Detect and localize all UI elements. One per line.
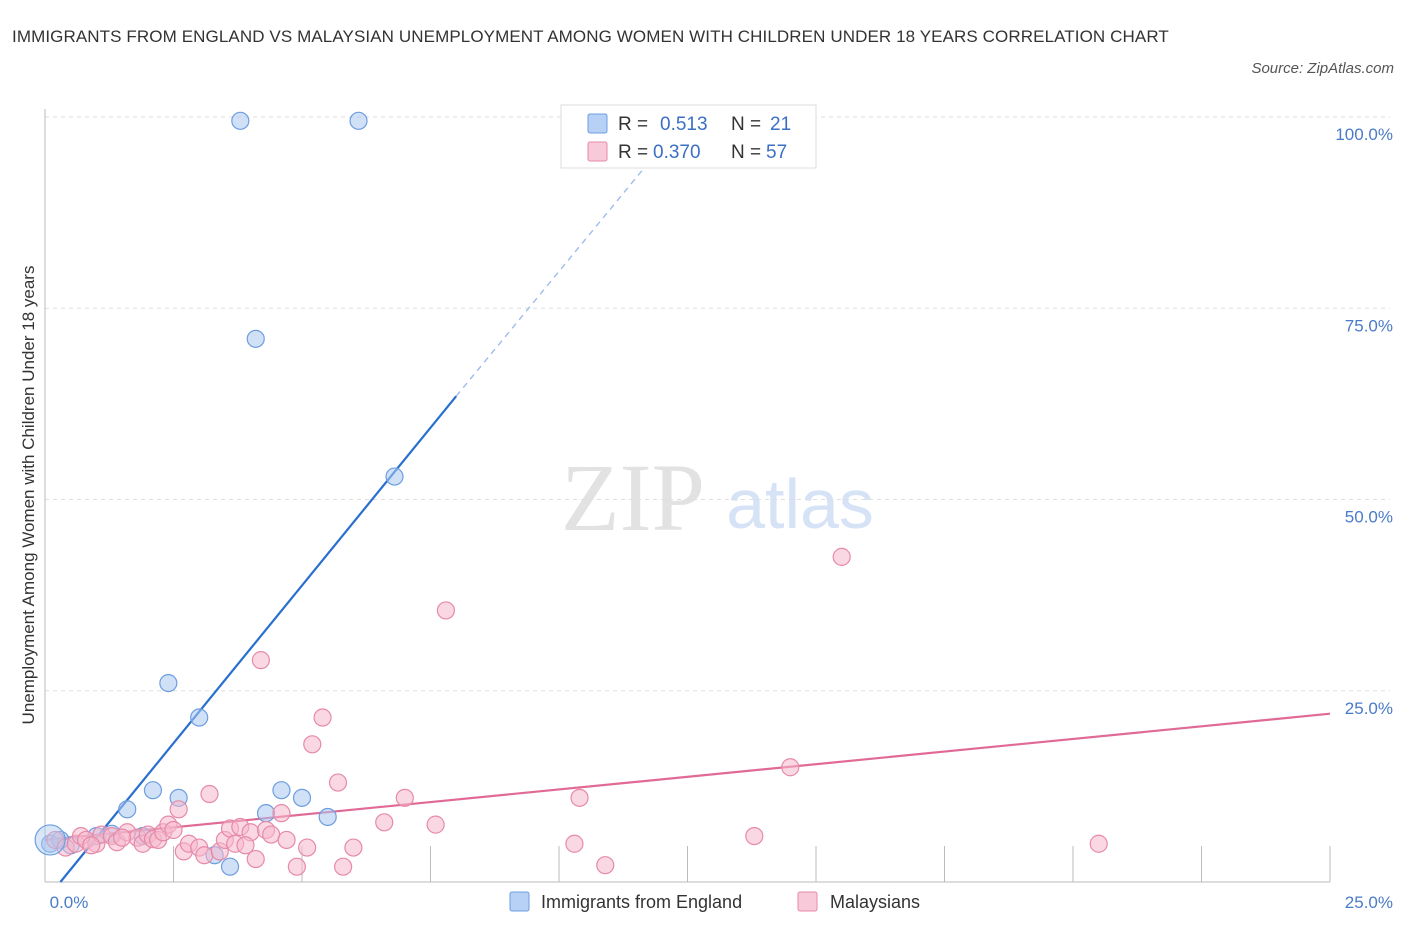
england-point: [220, 857, 240, 876]
legend-swatch-malaysians: [587, 141, 608, 162]
malaysian-point: [195, 846, 214, 865]
malaysian-point: [277, 830, 296, 850]
legend-swatch-england: [587, 113, 608, 134]
bottom-legend-label-malaysians: Malaysians: [830, 892, 920, 912]
legend-n-value-2: 57: [766, 142, 787, 163]
england-point: [318, 807, 337, 827]
malaysian-point: [262, 825, 281, 844]
england-point: [190, 708, 209, 727]
malaysian-point: [596, 856, 615, 875]
malaysian-point: [246, 849, 265, 869]
data-points: [34, 111, 1108, 876]
malaysian-point: [375, 813, 394, 832]
england-point: [292, 788, 312, 807]
malaysian-point: [298, 838, 317, 857]
x-tick-label: 0.0%: [50, 893, 89, 912]
watermark-zip: ZIP: [561, 444, 705, 551]
malaysian-point: [334, 857, 353, 876]
top-legend: R = 0.513 N = 21 R = 0.370 N = 57: [560, 104, 817, 169]
malaysian-point: [82, 836, 101, 855]
x-tick-label: 25.0%: [1345, 893, 1393, 912]
y-tick-label: 100.0%: [1335, 125, 1393, 144]
malaysian-point: [169, 800, 188, 819]
legend-r-value-2: 0.370: [653, 142, 701, 163]
malaysian-point: [1089, 834, 1108, 853]
legend-n-value-1: 21: [770, 114, 791, 135]
malaysian-point: [436, 601, 456, 620]
england-trend-extension: [455, 158, 653, 397]
malaysian-point: [164, 820, 183, 840]
grid: [45, 116, 1390, 692]
england-point: [159, 673, 178, 693]
malaysian-point: [344, 838, 363, 857]
england-point: [143, 781, 163, 800]
source-label: Source: ZipAtlas.com: [1251, 60, 1394, 77]
y-tick-label: 25.0%: [1345, 699, 1393, 718]
legend-n-label-2: N =: [731, 142, 761, 163]
chart-title: IMMIGRANTS FROM ENGLAND VS MALAYSIAN UNE…: [12, 27, 1169, 46]
england-point: [118, 800, 137, 819]
legend-n-label-1: N =: [731, 114, 761, 135]
legend-r-value-1: 0.513: [660, 114, 708, 135]
malaysian-point: [328, 773, 348, 792]
malaysian-point: [287, 857, 306, 876]
malaysian-point: [832, 547, 851, 566]
malaysian-point: [426, 815, 445, 834]
england-point: [34, 824, 66, 856]
bottom-legend-swatch-malaysians: [797, 891, 818, 912]
bottom-legend-label-england: Immigrants from England: [541, 892, 742, 912]
malaysian-point: [313, 708, 332, 727]
watermark-atlas: atlas: [726, 465, 874, 543]
legend-r-label-2: R =: [618, 142, 648, 163]
malaysian-point: [395, 788, 414, 807]
england-point: [385, 467, 404, 486]
axes: [44, 109, 1331, 883]
legend-r-label-1: R =: [618, 114, 648, 135]
malaysian-point: [303, 735, 322, 754]
malaysian-point: [745, 826, 764, 846]
england-point: [231, 111, 250, 130]
malaysian-point: [251, 651, 270, 670]
malaysian-point: [570, 788, 589, 807]
bottom-legend: Immigrants from England Malaysians: [509, 891, 920, 912]
malaysian-point: [781, 758, 800, 777]
malaysian-point: [565, 834, 584, 853]
y-tick-label: 75.0%: [1345, 316, 1393, 335]
bottom-legend-swatch-england: [509, 891, 530, 912]
england-point: [272, 781, 291, 800]
malaysian-point: [236, 836, 255, 855]
malaysian-point: [200, 784, 219, 804]
y-tick-label: 50.0%: [1345, 508, 1393, 527]
y-axis-label: Unemployment Among Women with Children U…: [19, 266, 38, 725]
malaysian-point: [112, 828, 132, 847]
england-point: [349, 111, 368, 130]
england-point: [256, 804, 276, 823]
england-point: [246, 329, 265, 348]
malaysian-point: [272, 804, 291, 823]
tick-labels: 25.0% 50.0% 75.0% 100.0% 0.0% 25.0%: [50, 125, 1393, 912]
